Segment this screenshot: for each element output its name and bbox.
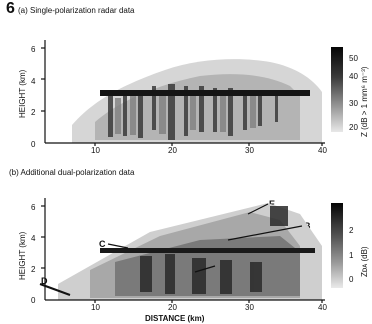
annotation-d: D	[41, 276, 48, 286]
panel-a-xtick-20: 20	[168, 146, 177, 155]
panel-a-colorbar	[331, 47, 343, 132]
panel-b-colorbar	[331, 203, 343, 288]
panel-a-cbtick-50: 50	[349, 54, 358, 63]
annotation-e: E	[269, 199, 276, 209]
panel-b-cbtick-1: 1	[349, 251, 354, 260]
annotation-c: C	[99, 239, 106, 249]
panel-a-ytick-0: 0	[31, 140, 36, 149]
panel-a-title: (a) Single-polarization radar data	[18, 6, 135, 15]
x-axis-label: DISTANCE (km)	[145, 314, 205, 323]
panel-a-echo	[72, 59, 322, 143]
panel-b-ytick-2: 2	[31, 265, 36, 274]
panel-b-xtick-20: 20	[168, 303, 177, 312]
panel-b-xtick-40: 40	[318, 303, 327, 312]
panel-a-xtick-30: 30	[245, 146, 254, 155]
panel-b-ytick-6: 6	[31, 203, 36, 212]
panel-a-cbtick-40: 40	[349, 72, 358, 81]
panel-a-ytick-6: 6	[31, 45, 36, 54]
panel-b-cbtick-2: 2	[349, 226, 354, 235]
panel-a-axes	[41, 40, 325, 146]
panel-b-title: (b) Additional dual-polarization data	[9, 168, 135, 177]
panel-a-cbtick-20: 20	[349, 123, 358, 132]
panel-b-ytick-4: 4	[31, 234, 36, 243]
panel-a-ytick-2: 2	[31, 108, 36, 117]
figure-number: 6	[6, 0, 15, 17]
panel-b-cbtick-0: 0	[349, 275, 354, 284]
panel-a-xtick-10: 10	[91, 146, 100, 155]
panel-a-ytick-4: 4	[31, 77, 36, 86]
panel-b-xtick-10: 10	[91, 303, 100, 312]
panel-b-axes	[41, 198, 325, 303]
panel-a-xtick-40: 40	[318, 146, 327, 155]
panel-a-cbtick-30: 30	[349, 99, 358, 108]
panel-b-xtick-30: 30	[245, 303, 254, 312]
panel-b-leaders	[107, 203, 303, 273]
panel-b-ytick-0: 0	[31, 296, 36, 305]
panel-b-echo	[39, 203, 322, 300]
